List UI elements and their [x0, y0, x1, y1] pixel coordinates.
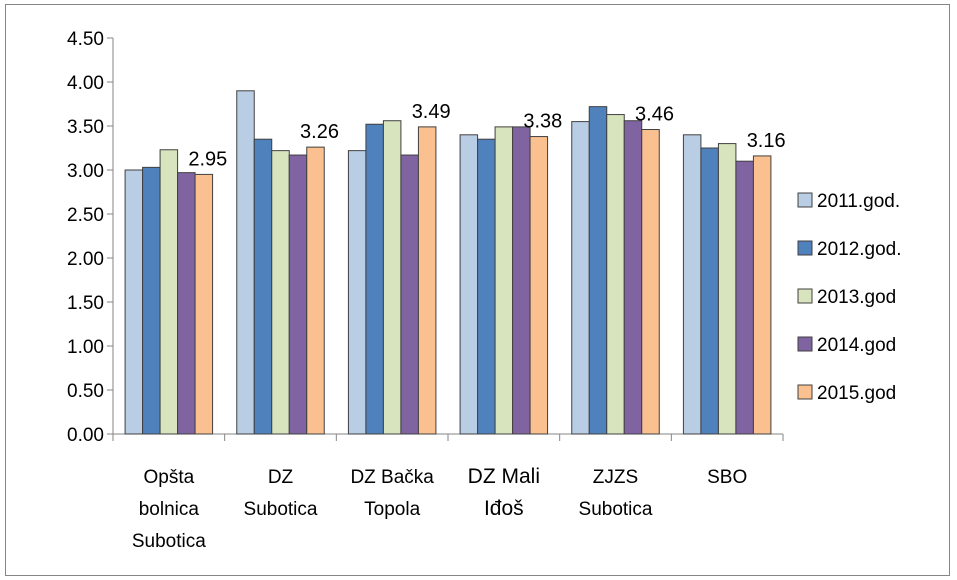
bar: [571, 121, 590, 435]
bar: [382, 120, 402, 435]
category-label: Subotica: [579, 499, 653, 520]
bar: [459, 134, 479, 435]
bar: [606, 114, 625, 435]
legend-label: 2012.god.: [817, 239, 902, 260]
bar: [717, 143, 737, 435]
bar: [400, 154, 419, 435]
bar: [253, 138, 273, 435]
y-tick-label: 0.00: [67, 425, 104, 446]
bar: [194, 173, 214, 435]
data-label: 3.46: [635, 104, 674, 126]
bar: [494, 126, 514, 435]
y-tick-label: 0.50: [67, 381, 104, 402]
legend-label: 2011.god.: [817, 191, 900, 212]
bar: [752, 155, 772, 435]
bar: [641, 129, 660, 435]
bar: [417, 126, 437, 435]
y-tick-label: 2.00: [67, 249, 104, 270]
bar: [529, 136, 549, 435]
y-tick-label: 2.50: [67, 205, 104, 226]
bar: [623, 120, 643, 435]
legend-swatch: [797, 288, 813, 304]
category-label: Iđoš: [484, 497, 524, 520]
bar: [124, 169, 144, 435]
bar: [288, 154, 308, 435]
y-tick-label: 3.00: [67, 161, 104, 182]
y-tick-label: 3.50: [67, 117, 104, 138]
legend-label: 2014.god: [817, 335, 896, 356]
bar: [177, 172, 196, 435]
category-label: Subotica: [132, 531, 206, 552]
category-label: Topola: [364, 499, 420, 520]
bar: [271, 150, 290, 435]
category-label: bolnica: [139, 499, 200, 520]
category-label: Subotica: [244, 499, 318, 520]
category-label: DZ: [268, 467, 294, 488]
y-tick-label: 4.50: [67, 29, 104, 50]
data-label: 3.38: [523, 111, 562, 133]
data-label: 3.16: [747, 130, 786, 152]
legend-swatch: [797, 384, 813, 400]
bar: [236, 90, 255, 435]
category-label: DZ Mali: [468, 465, 540, 488]
bar: [588, 106, 608, 435]
y-tick-label: 1.50: [67, 293, 104, 314]
category-label: DZ Bačka: [350, 467, 434, 488]
data-label: 3.49: [412, 101, 451, 123]
bar: [159, 149, 179, 435]
legend-label: 2013.god: [817, 287, 896, 308]
bar: [700, 147, 719, 435]
legend-swatch: [797, 192, 813, 208]
bar: [512, 126, 531, 435]
bar: [735, 160, 754, 435]
bar: [477, 138, 496, 435]
y-tick-label: 1.00: [67, 337, 104, 358]
bar: [365, 123, 384, 435]
bar: [306, 146, 325, 435]
category-label: ZJZS: [593, 467, 638, 488]
legend-swatch: [797, 240, 813, 256]
legend-label: 2015.god: [817, 383, 896, 404]
bar: [682, 134, 702, 435]
category-label: Opšta: [143, 467, 194, 488]
bar: [142, 166, 161, 435]
legend-swatch: [797, 336, 813, 352]
data-label: 3.26: [300, 121, 339, 143]
y-tick-label: 4.00: [67, 73, 104, 94]
data-label: 2.95: [188, 148, 227, 170]
category-label: SBO: [707, 467, 747, 488]
bar: [347, 150, 367, 435]
